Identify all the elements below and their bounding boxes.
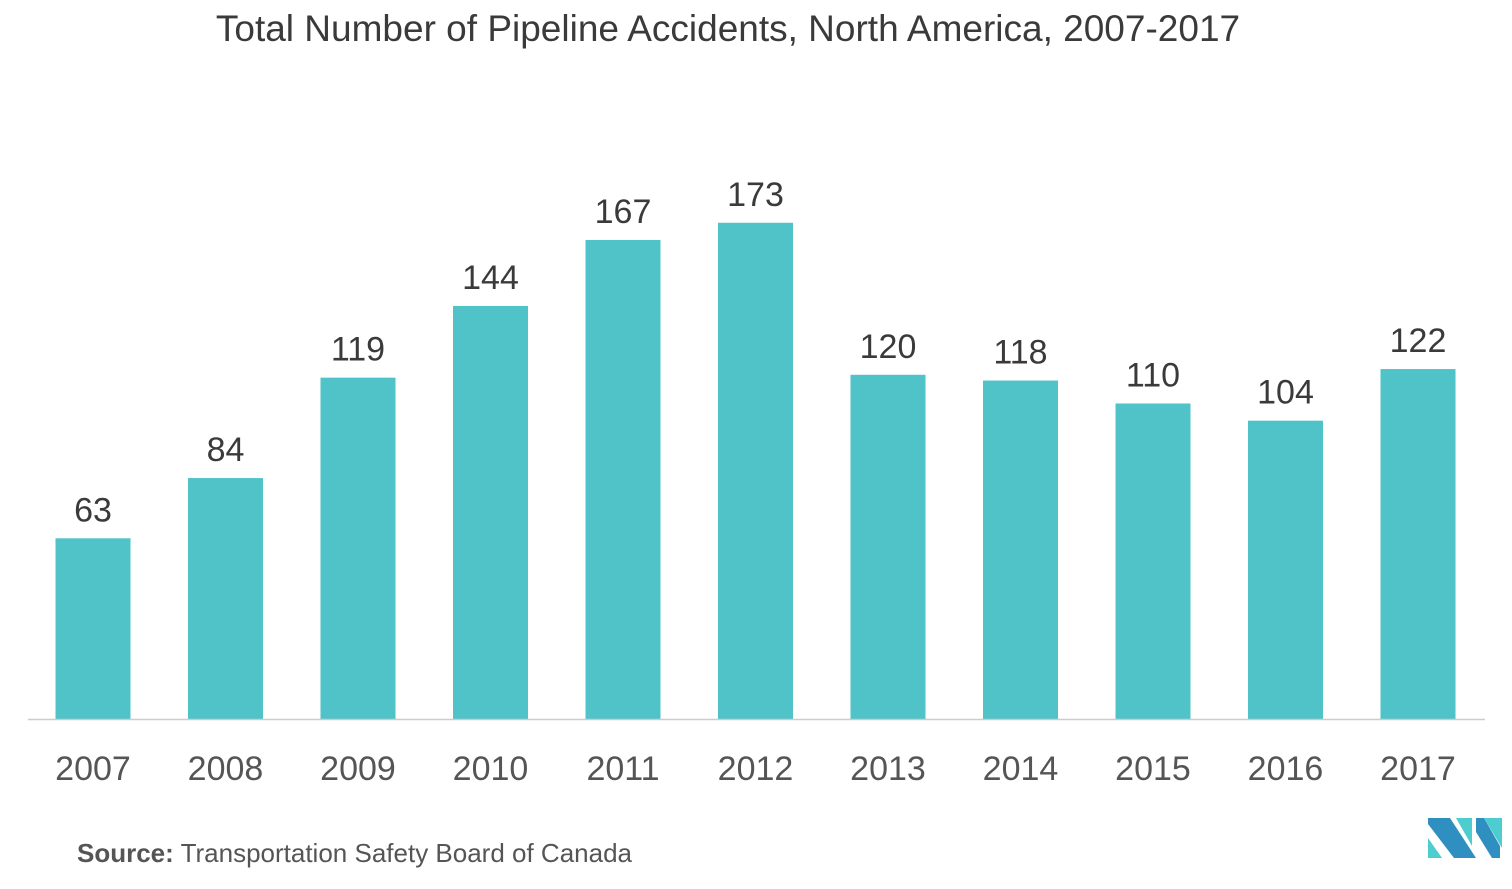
x-tick-label-2016: 2016 xyxy=(1248,750,1324,788)
data-label-2015: 110 xyxy=(1126,356,1180,394)
chart-title: Total Number of Pipeline Accidents, Nort… xyxy=(215,8,1241,49)
bar-2015 xyxy=(1115,403,1191,719)
x-tick-label-2008: 2008 xyxy=(188,750,264,788)
x-tick-label-2013: 2013 xyxy=(850,750,926,788)
x-tick-label-2007: 2007 xyxy=(55,750,131,788)
source-label: Source: xyxy=(77,838,174,868)
x-tick-label-2010: 2010 xyxy=(453,750,529,788)
bar-2012 xyxy=(718,222,793,719)
bar-2011 xyxy=(585,239,661,719)
x-tick-label-2012: 2012 xyxy=(718,750,794,788)
bar-2008 xyxy=(188,478,263,719)
x-tick-label-2009: 2009 xyxy=(320,750,396,788)
data-label-2011: 167 xyxy=(595,193,652,231)
bar-2010 xyxy=(453,305,528,719)
source-note: Source: Transportation Safety Board of C… xyxy=(77,838,632,869)
data-label-2017: 122 xyxy=(1390,322,1447,360)
data-label-2008: 84 xyxy=(207,431,245,469)
data-label-2007: 63 xyxy=(74,491,112,529)
data-label-2013: 120 xyxy=(860,328,917,366)
data-label-2014: 118 xyxy=(993,334,1047,372)
data-label-2012: 173 xyxy=(727,176,784,214)
data-label-2016: 104 xyxy=(1257,374,1314,412)
bar-2013 xyxy=(850,374,926,719)
x-tick-label-2011: 2011 xyxy=(586,750,659,788)
source-text: Transportation Safety Board of Canada xyxy=(180,838,632,868)
bar-2016 xyxy=(1248,420,1323,719)
x-tick-label-2017: 2017 xyxy=(1380,750,1456,788)
bar-2007 xyxy=(55,538,131,719)
x-tick-label-2014: 2014 xyxy=(983,750,1059,788)
bar-2014 xyxy=(983,380,1058,719)
x-tick-label-2015: 2015 xyxy=(1115,750,1191,788)
brand-logo xyxy=(1428,818,1502,858)
bar-2009 xyxy=(320,377,396,719)
bar-2017 xyxy=(1380,369,1456,719)
data-label-2010: 144 xyxy=(462,259,519,297)
data-label-2009: 119 xyxy=(331,331,385,369)
